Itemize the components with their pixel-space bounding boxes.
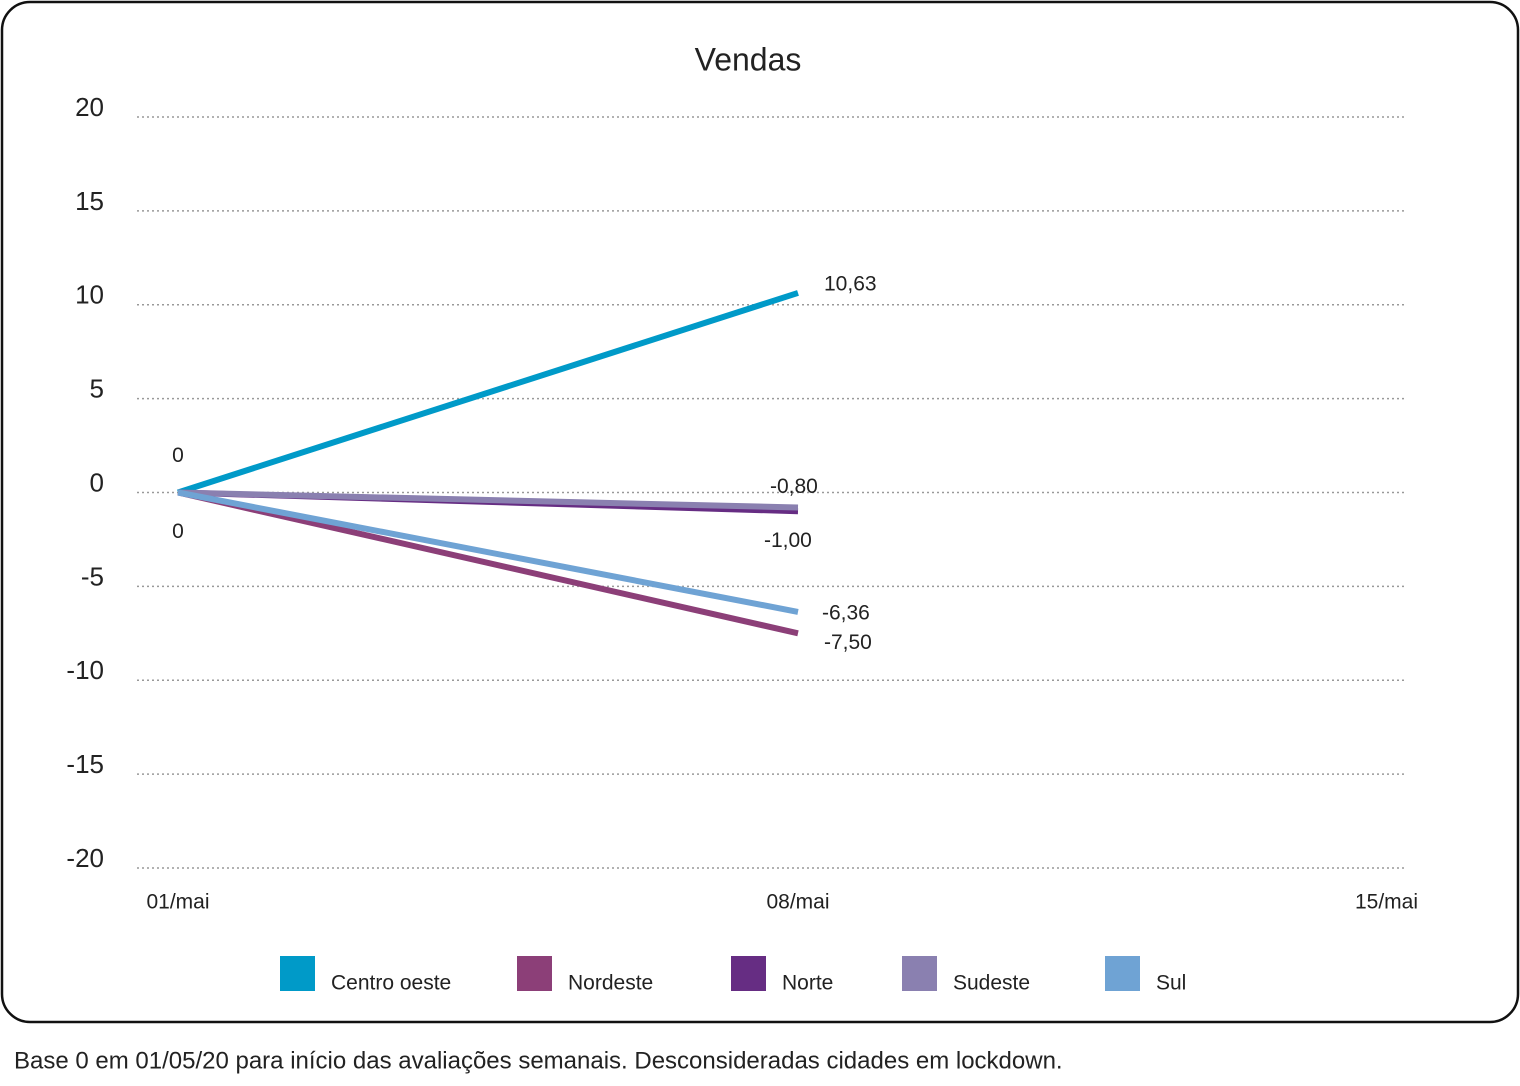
x-tick-label: 15/mai [1355, 891, 1418, 914]
y-tick-label: 20 [75, 92, 104, 122]
legend-label: Sul [1156, 972, 1186, 995]
y-tick-label: 5 [90, 374, 104, 404]
series-line [177, 489, 799, 615]
legend-swatch [280, 956, 315, 991]
legend-swatch [517, 956, 552, 991]
y-tick-label: -10 [66, 655, 104, 685]
y-tick-label: -5 [81, 561, 104, 591]
y-tick-label: 10 [75, 280, 104, 310]
chart-title: Vendas [695, 41, 802, 77]
legend-label: Sudeste [953, 972, 1030, 995]
data-label: -1,00 [764, 529, 812, 552]
x-tick-label: 01/mai [146, 891, 209, 914]
y-tick-label: -15 [66, 749, 104, 779]
series-line [177, 489, 799, 637]
legend-label: Centro oeste [331, 972, 451, 995]
y-tick-label: 0 [90, 467, 104, 497]
data-label: 10,63 [824, 272, 877, 295]
series-line [177, 489, 799, 511]
legend-label: Norte [782, 972, 833, 995]
y-tick-label: -20 [66, 843, 104, 873]
footnote: Base 0 em 01/05/20 para início das avali… [14, 1047, 1063, 1074]
data-label: 0 [172, 444, 184, 467]
legend-swatch [902, 956, 937, 991]
legend-swatch [1105, 956, 1140, 991]
series-line [177, 290, 799, 496]
x-tick-label: 08/mai [766, 891, 829, 914]
data-label: 0 [172, 520, 184, 543]
data-label: -7,50 [824, 631, 872, 654]
data-label: -6,36 [822, 601, 870, 624]
legend-label: Nordeste [568, 972, 653, 995]
legend-swatch [731, 956, 766, 991]
y-tick-label: 15 [75, 186, 104, 216]
data-label: -0,80 [770, 475, 818, 498]
